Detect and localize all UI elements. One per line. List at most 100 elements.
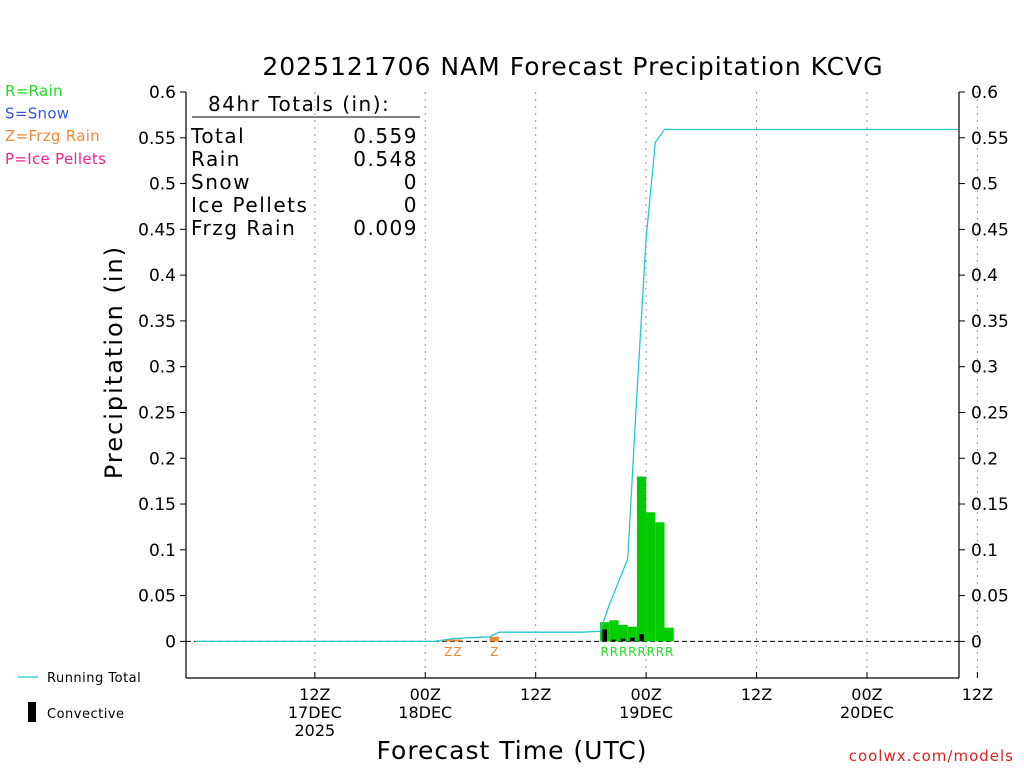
totals-row-label: Snow [191, 170, 251, 194]
running-total-layer [195, 128, 959, 643]
precip-type-marker: R [610, 645, 618, 659]
x-tick-label: 12Z [962, 685, 993, 704]
totals-row-value: 0.009 [353, 216, 418, 240]
totals-row-label: Ice Pellets [191, 193, 308, 217]
precip-type-legend-item: R=Rain [5, 82, 63, 100]
precip-type-marker: Z [453, 645, 461, 659]
precip-bar [627, 626, 637, 642]
precip-type-legend: R=Rain S=Snow Z=Frzg Rain P=Ice Pellets [5, 82, 106, 168]
precip-type-marker: R [619, 645, 627, 659]
x-tick-label: 17DEC [288, 703, 342, 722]
running-total-legend-label: Running Total [47, 671, 141, 686]
precip-bar [452, 639, 463, 642]
y-tick-label-left: 0.05 [138, 587, 176, 607]
y-tick-label-right: 0.45 [971, 220, 1009, 240]
y-axis-label: Precipitation (in) [100, 245, 128, 479]
x-tick-label: 2025 [294, 721, 335, 740]
x-axis-label: Forecast Time (UTC) [377, 736, 648, 765]
precip-type-marker: R [647, 645, 655, 659]
y-tick-label-right: 0.2 [971, 449, 998, 469]
convective-bar [639, 634, 644, 642]
x-tick-label: 00Z [851, 685, 882, 704]
convective-bar [630, 637, 635, 642]
y-tick-label-right: 0.25 [971, 403, 1009, 423]
precip-type-marker: R [601, 645, 609, 659]
y-tick-label-left: 0.25 [138, 403, 176, 423]
y-tick-label-right: 0.1 [971, 541, 998, 561]
y-tick-label-right: 0.05 [971, 587, 1009, 607]
precip-bar [618, 624, 628, 642]
precip-bar [489, 636, 499, 642]
credit-text: coolwx.com/models [849, 747, 1014, 765]
x-tick-label: 12Z [741, 685, 772, 704]
y-tick-label-right: 0.5 [971, 175, 998, 195]
x-tick-label: 00Z [630, 685, 661, 704]
running-total-line [195, 128, 959, 643]
chart-title: 2025121706 NAM Forecast Precipitation KC… [262, 52, 883, 81]
totals-row-value: 0.548 [353, 147, 418, 171]
y-tick-labels: 0 00.05 0.050.1 0.10.15 0.150.2 0.20.25 0.250.… [138, 83, 1009, 652]
precip-bar [443, 639, 453, 642]
y-tick-label-right: 0.55 [971, 129, 1009, 149]
x-tick-label: 00Z [410, 685, 441, 704]
y-tick-label-right: 0 [971, 632, 982, 652]
y-tick-label-left: 0.45 [138, 220, 176, 240]
totals-row-label: Total [190, 124, 245, 148]
totals-box: 84hr Totals (in): Total 0.559 Rain 0.548 Sno… [190, 92, 420, 240]
y-tick-label-right: 0.35 [971, 312, 1009, 332]
totals-row-label: Frzg Rain [191, 216, 296, 240]
y-tick-label-right: 0.15 [971, 495, 1009, 515]
y-tick-label-right: 0.6 [971, 83, 998, 103]
precip-bar [646, 512, 656, 642]
y-tick-label-left: 0.5 [149, 175, 176, 195]
precip-type-legend-item: Z=Frzg Rain [5, 127, 100, 145]
y-tick-label-left: 0.15 [138, 495, 176, 515]
convective-bars [602, 629, 644, 642]
x-tick-label: 20DEC [840, 703, 894, 722]
precip-bar [655, 522, 665, 642]
totals-row-value: 0.559 [353, 124, 418, 148]
totals-row-value: 0 [404, 170, 418, 194]
totals-row-label: Rain [191, 147, 241, 171]
convective-bar [602, 629, 608, 642]
y-tick-label-left: 0.6 [149, 83, 176, 103]
y-tick-label-left: 0.1 [149, 541, 176, 561]
convective-bar [611, 639, 617, 642]
precip-bar [636, 476, 647, 642]
precip-type-marker: Z [490, 645, 498, 659]
precip-type-marker: R [628, 645, 636, 659]
precip-bars [443, 476, 674, 642]
y-tick-label-left: 0.4 [149, 266, 176, 286]
precip-type-marker: R [656, 645, 664, 659]
x-tick-label: 18DEC [398, 703, 452, 722]
x-tick-label: 12Z [520, 685, 551, 704]
x-tick-label: 12Z [299, 685, 330, 704]
precip-type-marker: R [637, 645, 645, 659]
totals-heading: 84hr Totals (in): [208, 92, 390, 116]
precip-type-marker: R [665, 645, 673, 659]
precip-type-legend-item: P=Ice Pellets [5, 150, 106, 168]
precip-bar [664, 627, 674, 642]
y-tick-label-right: 0.4 [971, 266, 998, 286]
y-tick-label-left: 0.2 [149, 449, 176, 469]
grid-lines [186, 92, 978, 678]
y-tick-label-left: 0.3 [149, 358, 176, 378]
precip-bar [609, 620, 619, 642]
precip-type-legend-item: S=Snow [5, 105, 69, 123]
convective-legend-swatch [28, 702, 36, 722]
convective-legend-label: Convective [47, 707, 125, 722]
convective-bar [620, 638, 626, 642]
y-tick-label-left: 0 [165, 632, 176, 652]
precip-type-marker: Z [444, 645, 452, 659]
y-tick-label-left: 0.35 [138, 312, 176, 332]
axes [180, 91, 978, 679]
series-legend: Running Total Convective [18, 671, 141, 722]
y-tick-label-right: 0.3 [971, 358, 998, 378]
totals-rows: Total 0.559 Rain 0.548 Snow 0 Ice Pellets 0 Frzg… [190, 124, 418, 240]
x-tick-label: 19DEC [619, 703, 673, 722]
y-tick-label-left: 0.55 [138, 129, 176, 149]
totals-row-value: 0 [404, 193, 418, 217]
